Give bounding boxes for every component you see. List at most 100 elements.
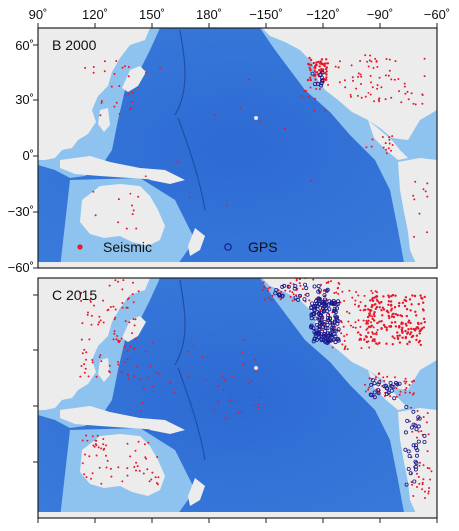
gps-station — [317, 326, 322, 331]
seismic-station — [266, 289, 269, 292]
seismic-station — [364, 54, 367, 57]
seismic-station — [127, 75, 130, 78]
seismic-station — [424, 497, 426, 499]
seismic-station — [426, 231, 429, 234]
seismic-station — [83, 363, 86, 366]
seismic-station — [376, 321, 379, 325]
seismic-station — [426, 182, 429, 185]
seismic-station — [416, 410, 419, 412]
gps-station — [315, 304, 320, 309]
gps-station — [411, 422, 416, 427]
seismic-station — [291, 299, 294, 302]
seismic-station — [133, 347, 136, 350]
lat-tick-label: 0˚ — [22, 148, 34, 163]
seismic-station — [375, 305, 379, 309]
land-north-america — [262, 28, 437, 140]
seismic-station — [334, 65, 337, 68]
seismic-station — [370, 145, 373, 148]
seismic-station — [134, 318, 137, 321]
seismic-station — [397, 78, 400, 80]
seismic-station — [360, 334, 362, 337]
seismic-station — [404, 296, 408, 299]
seismic-station — [395, 387, 398, 390]
seismic-station — [341, 343, 344, 346]
seismic-station — [94, 214, 97, 217]
seismic-station — [359, 73, 362, 76]
seismic-station — [261, 288, 264, 291]
seismic-station — [370, 60, 373, 63]
seismic-station — [391, 343, 394, 346]
seismic-station — [376, 291, 379, 294]
seismic-station — [373, 319, 376, 322]
seismic-station — [378, 306, 381, 309]
seismic-station — [390, 78, 393, 81]
gps-station — [414, 453, 419, 458]
seismic-station — [396, 331, 399, 334]
seismic-station — [131, 293, 134, 296]
gps-station — [325, 335, 330, 340]
seismic-station — [120, 337, 123, 340]
gps-station — [388, 380, 393, 385]
seismic-station — [121, 480, 124, 483]
seismic-station — [410, 327, 413, 330]
seismic-station — [103, 70, 106, 73]
gps-legend-icon — [224, 243, 232, 251]
seismic-station — [378, 372, 381, 375]
seismic-station — [412, 194, 415, 197]
seismic-station — [263, 286, 266, 289]
seismic-station — [349, 93, 352, 96]
seismic-station — [367, 325, 371, 328]
land-new-guinea — [140, 418, 185, 434]
seismic-station — [144, 175, 147, 178]
seismic-station — [106, 459, 109, 462]
gps-station — [376, 391, 381, 396]
seismic-station — [301, 288, 304, 291]
seismic-station — [141, 401, 144, 404]
seismic-station — [368, 346, 371, 349]
seismic-stations-2015 — [79, 278, 433, 499]
seismic-station — [364, 304, 367, 308]
seismic-station — [321, 329, 324, 332]
gps-station — [336, 301, 341, 306]
seismic-station — [95, 444, 98, 447]
land-north-america — [262, 278, 437, 390]
seismic-station — [97, 446, 100, 449]
seismic-station — [100, 360, 103, 363]
seismic-station — [335, 291, 338, 294]
seismic-station — [102, 448, 105, 451]
seismic-station — [430, 470, 433, 473]
lon-tick-label: −90˚ — [367, 7, 393, 22]
seismic-station — [404, 391, 407, 394]
seismic-station — [369, 335, 373, 339]
seismic-station — [375, 60, 378, 63]
seismic-station — [152, 342, 154, 344]
seismic-station — [387, 314, 390, 318]
seismic-station — [366, 60, 369, 63]
map-panel-b — [38, 28, 437, 268]
seismic-station — [372, 326, 375, 329]
seismic-station — [131, 204, 133, 207]
seismic-station — [398, 334, 401, 337]
seismic-station — [137, 440, 140, 443]
seismic-station — [427, 490, 430, 493]
seismic-station — [313, 110, 316, 112]
seismic-station — [380, 309, 383, 312]
seismic-station — [122, 279, 125, 282]
gps-station — [411, 443, 416, 448]
gps-station — [336, 327, 341, 332]
seismic-station — [369, 74, 372, 77]
seismic-station — [109, 467, 112, 470]
seismic-station — [99, 354, 102, 357]
seismic-station — [343, 335, 346, 338]
seismic-station — [303, 89, 306, 92]
seismic-station — [343, 299, 346, 302]
gps-station — [280, 284, 285, 289]
seismic-station — [80, 365, 83, 367]
seismic-station — [416, 321, 420, 325]
seismic-station — [396, 314, 399, 317]
seismic-station — [390, 149, 392, 152]
seismic-station — [132, 209, 135, 212]
seismic-station — [355, 87, 358, 90]
land-australia — [80, 184, 165, 246]
gps-station — [317, 296, 322, 301]
